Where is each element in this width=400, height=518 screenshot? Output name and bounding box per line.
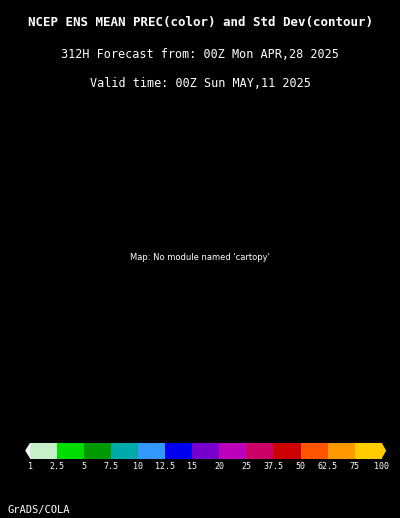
Bar (30, 443, 57, 458)
Text: 10: 10 (133, 462, 143, 471)
Text: 2.5: 2.5 (50, 462, 65, 471)
Bar (246, 443, 274, 458)
Bar (220, 443, 246, 458)
Text: 62.5: 62.5 (318, 462, 338, 471)
Bar (57, 443, 84, 458)
Text: 7.5: 7.5 (104, 462, 119, 471)
Text: 1: 1 (28, 462, 33, 471)
Text: NCEP ENS MEAN PREC(color) and Std Dev(contour): NCEP ENS MEAN PREC(color) and Std Dev(co… (28, 16, 372, 29)
Text: 15: 15 (187, 462, 197, 471)
Bar (111, 443, 138, 458)
Text: 75: 75 (350, 462, 360, 471)
Text: 312H Forecast from: 00Z Mon APR,28 2025: 312H Forecast from: 00Z Mon APR,28 2025 (61, 48, 339, 61)
Text: 12.5: 12.5 (155, 462, 175, 471)
Text: 5: 5 (82, 462, 87, 471)
Bar (138, 443, 165, 458)
Text: 25: 25 (242, 462, 252, 471)
Polygon shape (382, 443, 386, 458)
Text: 20: 20 (214, 462, 224, 471)
Text: Valid time: 00Z Sun MAY,11 2025: Valid time: 00Z Sun MAY,11 2025 (90, 77, 310, 91)
Polygon shape (25, 443, 30, 458)
Bar (84, 443, 111, 458)
Bar (165, 443, 192, 458)
Text: 37.5: 37.5 (264, 462, 284, 471)
Text: 50: 50 (296, 462, 306, 471)
Bar (192, 443, 220, 458)
Bar (328, 443, 355, 458)
Bar (355, 443, 382, 458)
Text: GrADS/COLA: GrADS/COLA (8, 505, 70, 514)
Bar (274, 443, 300, 458)
Text: Map: No module named 'cartopy': Map: No module named 'cartopy' (130, 252, 270, 262)
Bar (300, 443, 328, 458)
Text: 100: 100 (374, 462, 389, 471)
